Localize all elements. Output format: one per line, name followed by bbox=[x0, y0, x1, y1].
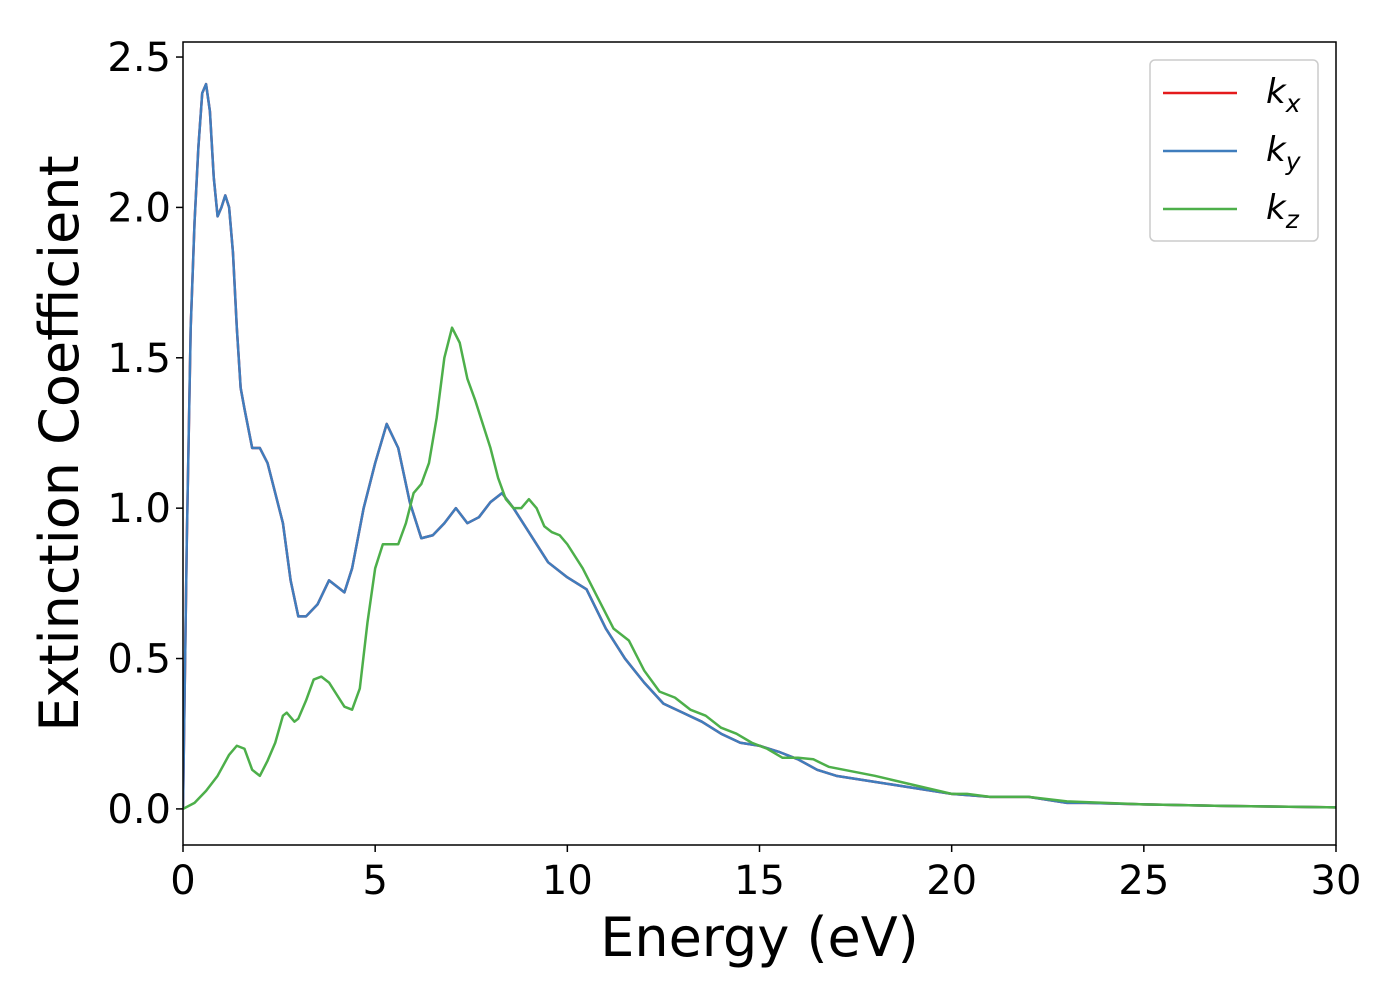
y-tick-label: 2.0 bbox=[107, 185, 171, 231]
x-tick-label: 15 bbox=[734, 858, 785, 904]
x-axis-ticks: 0 5 10 15 20 25 30 bbox=[170, 845, 1361, 904]
x-tick-label: 25 bbox=[1118, 858, 1169, 904]
y-tick-label: 1.5 bbox=[107, 336, 171, 382]
plot-lines bbox=[183, 82, 1336, 811]
series-line-ky bbox=[183, 82, 1336, 809]
x-tick-label: 20 bbox=[926, 858, 977, 904]
y-tick-label: 2.5 bbox=[107, 35, 171, 81]
y-tick-label: 0.5 bbox=[107, 637, 171, 683]
x-tick-label: 30 bbox=[1311, 858, 1362, 904]
y-axis-ticks: 0.0 0.5 1.0 1.5 2.0 2.5 bbox=[107, 35, 183, 833]
y-axis-title: Extinction Coefficient bbox=[28, 155, 91, 731]
x-tick-label: 0 bbox=[170, 858, 195, 904]
x-tick-label: 5 bbox=[362, 858, 387, 904]
x-axis-title: Energy (eV) bbox=[600, 906, 919, 969]
y-tick-label: 0.0 bbox=[107, 787, 171, 833]
y-tick-label: 1.0 bbox=[107, 486, 171, 532]
x-tick-label: 10 bbox=[542, 858, 593, 904]
series-line-kz bbox=[183, 326, 1336, 811]
